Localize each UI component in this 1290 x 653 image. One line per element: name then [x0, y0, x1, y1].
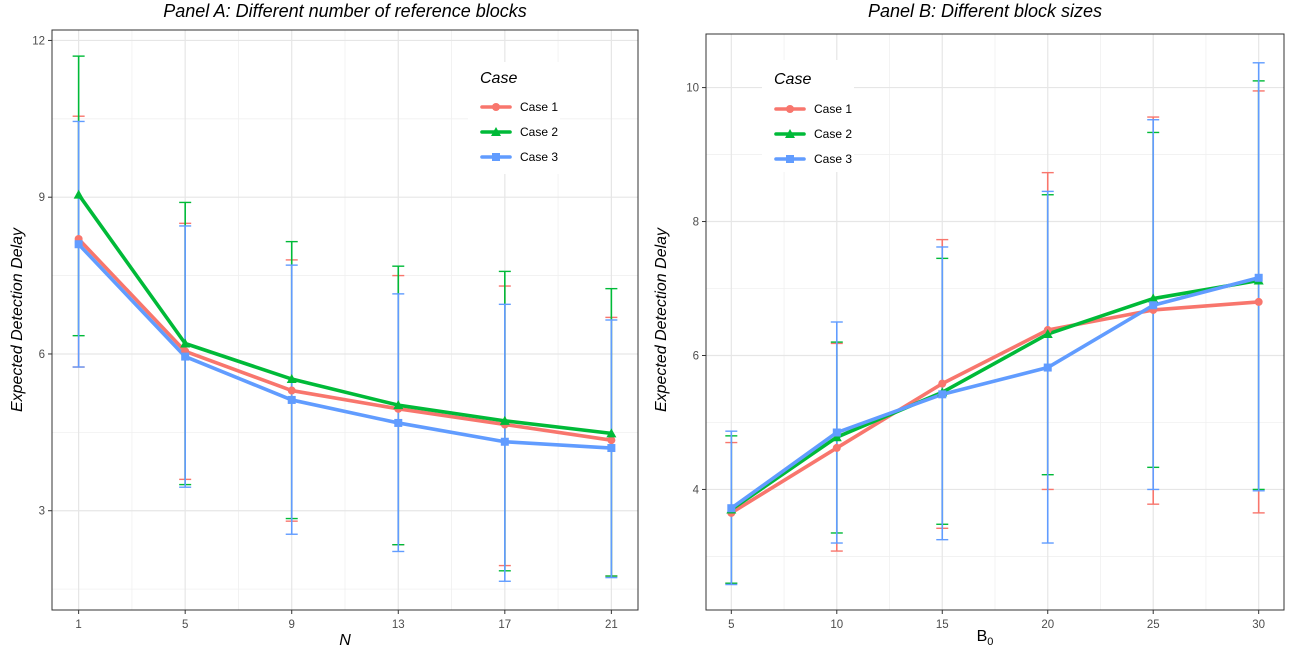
panel-b-lines [729, 275, 1261, 515]
panel-b-legend-label: Case 3 [814, 152, 852, 166]
panel-a-point-case-3 [181, 352, 190, 361]
panel-a-y-axis-title: Expected Detection Delay [9, 227, 26, 412]
panel-a-point-case-3 [74, 240, 83, 249]
panel-b-legend-key-marker [785, 129, 795, 138]
panel-b-x-tick-label: 30 [1252, 619, 1265, 631]
panel-b-plot-border [705, 33, 1285, 611]
panel-a-x-tick-label: 9 [289, 619, 295, 631]
panel-a-x-tick-label: 13 [392, 619, 405, 631]
panel-a-legend-title: Case [480, 70, 517, 87]
panel-b-point-case-3 [1254, 273, 1263, 282]
panel-a-point-case-3 [394, 418, 403, 427]
panel-a-legend: Case Case 1 Case 2 Case 3 [468, 62, 560, 174]
panel-b-legend-box [762, 60, 854, 172]
panel-b-point-case-1 [832, 443, 841, 452]
panel-b-x-tick-label: 10 [830, 619, 843, 631]
panel-b: Panel B: Different block sizes 5 10 15 20 25… [653, 1, 1285, 648]
panel-b-point-case-3 [1149, 301, 1158, 310]
panel-b-y-tick-label: 10 [686, 83, 699, 95]
panel-b-point-case-2 [831, 432, 842, 442]
panel-a-x-tick-label: 21 [605, 619, 618, 631]
panel-b-legend-key-marker [786, 105, 794, 113]
panel-b-markers [726, 273, 1264, 517]
panel-a-y-tick-label: 9 [39, 192, 45, 204]
panel-b-legend: Case Case 1 Case 2 Case 3 [762, 60, 854, 172]
panel-a-y-tick-label: 6 [39, 349, 45, 361]
panel-a-legend-label: Case 3 [520, 150, 558, 164]
panel-a-title: Panel A: Different number of reference b… [163, 1, 527, 21]
panel-b-point-case-1 [1254, 297, 1263, 306]
panel-b-point-case-2 [1042, 329, 1053, 339]
panel-a-legend-label: Case 2 [520, 125, 558, 139]
panel-b-series-line-case-3 [729, 275, 1261, 510]
panel-b-legend-label: Case 1 [814, 102, 852, 116]
panel-b-x-axis-title-sub: 0 [987, 636, 993, 648]
panel-a-legend-key-marker [492, 153, 500, 161]
panel-a-series-line-case-1 [76, 237, 614, 442]
panel-a-point-case-3 [500, 437, 509, 446]
panel-a: Panel A: Different number of reference b… [9, 1, 639, 649]
panel-a-legend-label: Case 1 [520, 100, 558, 114]
panel-a-x-tick-label: 17 [498, 619, 511, 631]
panel-a-markers [73, 189, 617, 453]
panel-b-point-case-3 [727, 504, 736, 513]
panel-b-ticks: 5 10 15 20 25 30 4 6 8 10 [686, 83, 1265, 631]
panel-b-y-tick-label: 6 [693, 350, 699, 362]
panel-b-legend-label: Case 2 [814, 127, 852, 141]
panel-b-title: Panel B: Different block sizes [868, 1, 1102, 21]
panel-a-legend-key-marker [492, 103, 500, 111]
panel-a-point-case-2 [286, 374, 297, 384]
panel-b-y-axis-title: Expected Detection Delay [653, 227, 670, 412]
panel-a-ticks: 1 5 9 13 17 21 3 6 9 12 [32, 35, 618, 631]
panel-b-point-case-3 [938, 390, 947, 399]
panel-a-point-case-2 [73, 189, 84, 199]
panel-a-point-case-2 [393, 400, 404, 410]
panel-a-point-case-3 [287, 395, 296, 404]
panel-a-point-case-3 [607, 444, 616, 453]
panel-b-point-case-3 [1043, 363, 1052, 372]
panel-a-x-axis-title: N [339, 632, 351, 649]
panel-b-y-tick-label: 4 [693, 484, 700, 496]
panel-a-y-tick-label: 3 [39, 506, 45, 518]
panel-a-point-case-2 [499, 415, 510, 425]
panel-b-x-tick-label: 5 [728, 619, 734, 631]
panel-a-point-case-1 [607, 436, 616, 445]
panel-a-point-case-1 [287, 386, 296, 395]
panel-a-x-tick-label: 5 [182, 619, 188, 631]
panel-a-point-case-2 [180, 338, 191, 348]
panel-b-point-case-1 [938, 379, 947, 388]
panel-b-y-tick-label: 8 [693, 217, 699, 229]
panel-b-series-line-case-2 [729, 278, 1261, 512]
panel-b-legend-title: Case [774, 71, 811, 88]
panel-b-x-tick-label: 15 [936, 619, 949, 631]
panel-b-x-tick-label: 20 [1041, 619, 1054, 631]
panel-a-lines [76, 192, 614, 450]
panel-b-x-axis-title-main: B [977, 628, 988, 645]
panel-a-series-line-case-3 [76, 242, 614, 450]
panel-b-point-case-2 [1148, 293, 1159, 303]
panel-a-x-tick-label: 1 [75, 619, 81, 631]
panel-b-legend-key-marker [786, 155, 794, 163]
panel-a-plot-border [51, 29, 639, 611]
panel-a-point-case-2 [606, 428, 617, 438]
panel-a-legend-key-marker [491, 127, 501, 136]
panel-a-series-line-case-2 [76, 192, 614, 436]
panel-b-x-axis-title: B0 [977, 628, 994, 648]
panel-b-x-tick-label: 25 [1147, 619, 1160, 631]
panel-b-point-case-3 [832, 428, 841, 437]
panel-a-y-tick-label: 12 [32, 35, 45, 47]
panel-b-series-line-case-1 [729, 300, 1261, 515]
